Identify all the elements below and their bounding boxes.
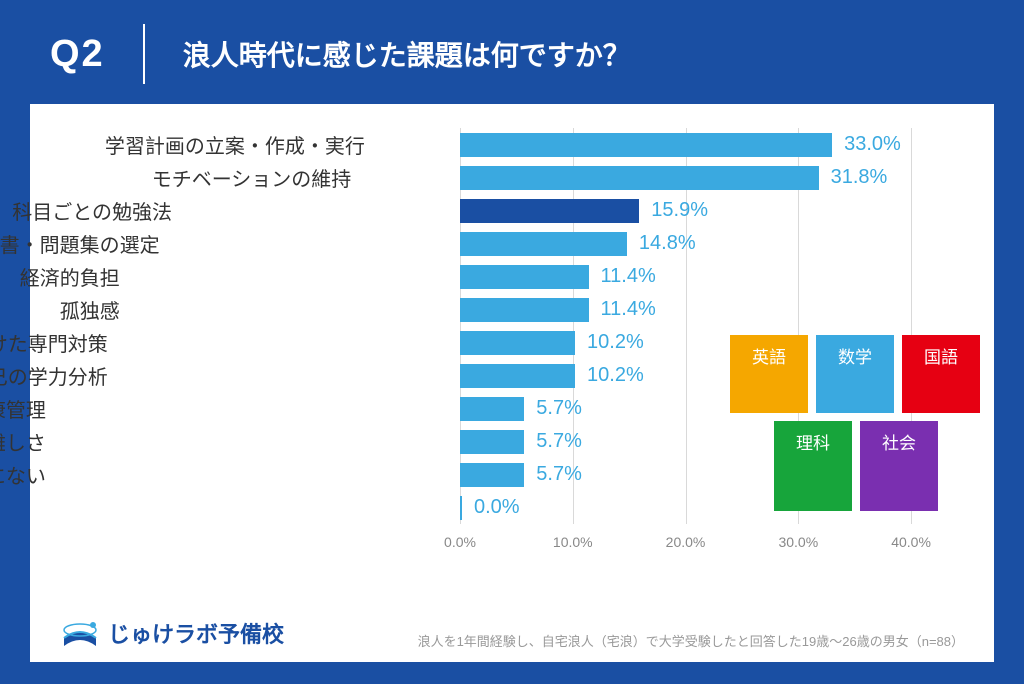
bar-label: 情報収集の難しさ bbox=[0, 427, 46, 456]
bar-row: 学習計画の立案・作成・実行33.0% bbox=[460, 128, 901, 161]
bar-row: モチベーションの維持31.8% bbox=[460, 161, 887, 194]
question-title: 浪人時代に感じた課題は何ですか？ bbox=[183, 34, 631, 74]
bar bbox=[460, 265, 589, 289]
bar bbox=[460, 199, 639, 223]
x-tick-label: 0.0% bbox=[444, 534, 476, 550]
bar-value: 11.4% bbox=[601, 265, 656, 288]
subject-block: 英語 bbox=[730, 335, 808, 413]
bar-row: 特にない5.7% bbox=[460, 458, 582, 491]
footer: じゅけラボ予備校 浪人を1年間経験し、自宅浪人（宅浪）で大学受験したと回答した1… bbox=[60, 616, 964, 650]
bar bbox=[460, 232, 627, 256]
bar-label: 学習計画の立案・作成・実行 bbox=[0, 130, 365, 159]
bar bbox=[460, 331, 575, 355]
bar-label: 特にない bbox=[0, 460, 46, 489]
bar bbox=[460, 166, 819, 190]
bar-row: 孤独感11.4% bbox=[460, 293, 656, 326]
subject-block: 社会 bbox=[860, 421, 938, 511]
bar bbox=[460, 496, 462, 520]
bar-value: 10.2% bbox=[587, 331, 644, 354]
bar bbox=[460, 397, 524, 421]
question-number: Q2 bbox=[50, 33, 105, 76]
subject-block: 数学 bbox=[816, 335, 894, 413]
bar-value: 5.7% bbox=[536, 430, 582, 453]
bar-label: 科目ごとの勉強法 bbox=[0, 196, 172, 225]
bar-label: 孤独感 bbox=[0, 295, 120, 324]
bar-label: 志望大学に向けた専門対策 bbox=[0, 328, 108, 357]
bar-value: 10.2% bbox=[587, 364, 644, 387]
bar-row: その他0.0% bbox=[460, 491, 520, 524]
bar-label: 経済的負担 bbox=[0, 262, 120, 291]
bar-row: 自己の学力分析10.2% bbox=[460, 359, 644, 392]
bar-value: 5.7% bbox=[536, 397, 582, 420]
bar-value: 5.7% bbox=[536, 463, 582, 486]
bar-value: 14.8% bbox=[639, 232, 696, 255]
bar bbox=[460, 430, 524, 454]
x-tick-label: 10.0% bbox=[553, 534, 593, 550]
content-panel: 0.0% 10.0% 20.0% 30.0% 40.0% 学習計画の立案・作成・実行33.… bbox=[30, 104, 994, 662]
bar-value: 33.0% bbox=[844, 133, 901, 156]
bar-label: 健康管理 bbox=[0, 394, 46, 423]
bar-value: 11.4% bbox=[601, 298, 656, 321]
subject-block: 国語 bbox=[902, 335, 980, 413]
bar-value: 15.9% bbox=[651, 199, 708, 222]
bar-row: 科目ごとの勉強法15.9% bbox=[460, 194, 708, 227]
subject-block: 理科 bbox=[774, 421, 852, 511]
bar-row: 情報収集の難しさ5.7% bbox=[460, 425, 582, 458]
subject-blocks: 英語数学国語理科社会 bbox=[730, 335, 1010, 511]
bar bbox=[460, 364, 575, 388]
bar bbox=[460, 133, 832, 157]
bar-label: 自分に合った参考書・問題集の選定 bbox=[0, 229, 160, 258]
subject-row: 理科社会 bbox=[774, 421, 1010, 511]
bar-label: 自己の学力分析 bbox=[0, 361, 108, 390]
bar bbox=[460, 298, 589, 322]
footnote: 浪人を1年間経験し、自宅浪人（宅浪）で大学受験したと回答した19歳～26歳の男女… bbox=[418, 631, 964, 650]
bar-row: 自分に合った参考書・問題集の選定14.8% bbox=[460, 227, 696, 260]
header: Q2 浪人時代に感じた課題は何ですか？ bbox=[0, 0, 1024, 104]
bar bbox=[460, 463, 524, 487]
logo-icon bbox=[60, 616, 100, 650]
x-tick-label: 20.0% bbox=[666, 534, 706, 550]
bar-value: 0.0% bbox=[474, 496, 520, 519]
logo-text: じゅけラボ予備校 bbox=[108, 617, 284, 649]
x-tick-label: 40.0% bbox=[891, 534, 931, 550]
bar-row: 志望大学に向けた専門対策10.2% bbox=[460, 326, 644, 359]
logo: じゅけラボ予備校 bbox=[60, 616, 284, 650]
subject-row: 英語数学国語 bbox=[730, 335, 1010, 413]
x-tick-label: 30.0% bbox=[778, 534, 818, 550]
bar-value: 31.8% bbox=[831, 166, 888, 189]
bar-label: モチベーションの維持 bbox=[0, 163, 351, 192]
bar-row: 経済的負担11.4% bbox=[460, 260, 656, 293]
header-divider bbox=[143, 24, 145, 84]
bar-row: 健康管理5.7% bbox=[460, 392, 582, 425]
